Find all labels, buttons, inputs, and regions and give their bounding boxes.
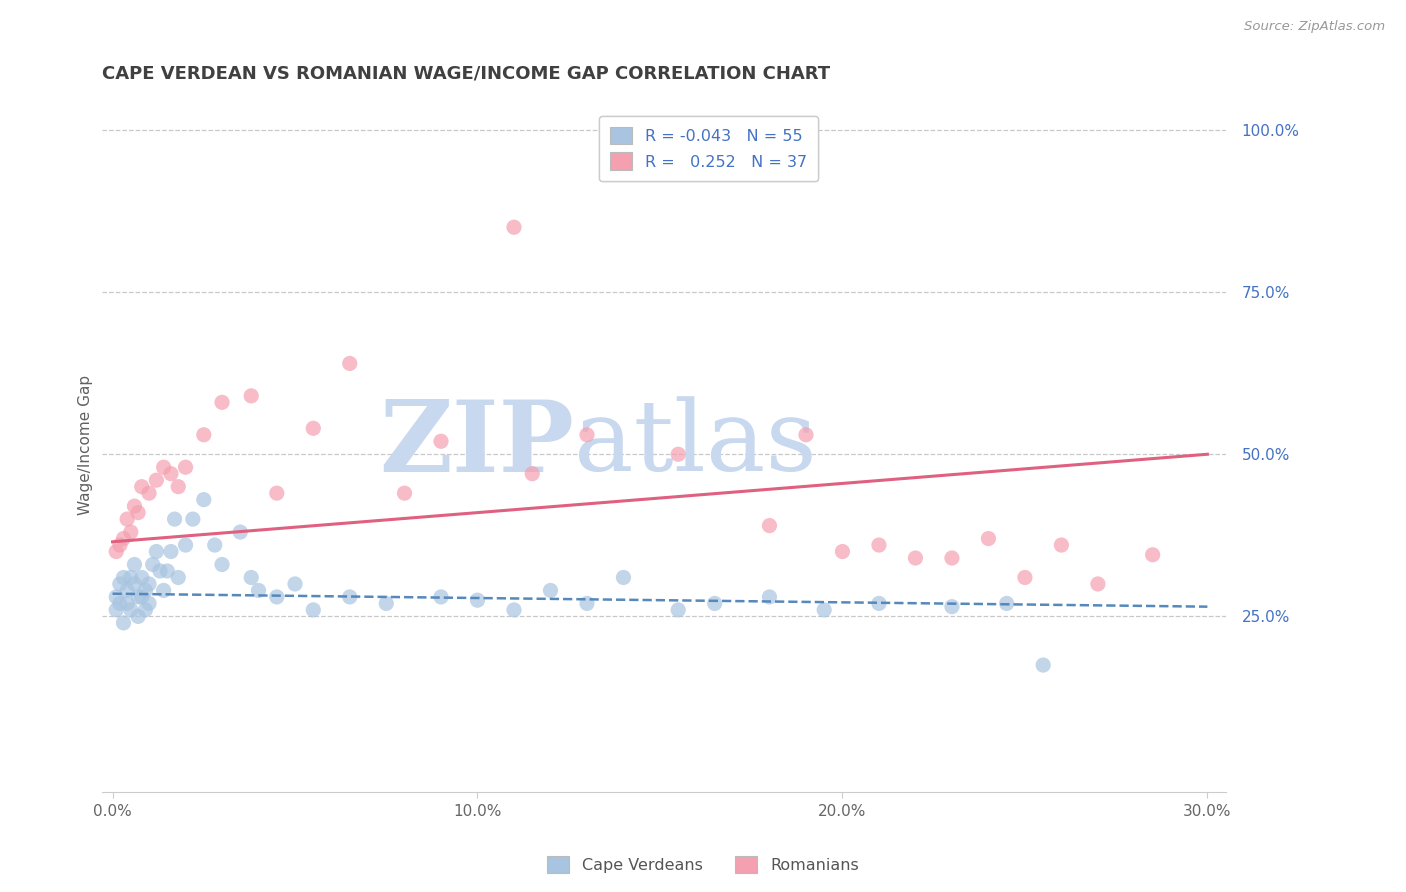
Point <box>339 590 361 604</box>
Point <box>339 356 361 370</box>
Point <box>131 590 153 604</box>
Legend: Cape Verdeans, Romanians: Cape Verdeans, Romanians <box>541 849 865 880</box>
Point <box>105 603 128 617</box>
Point <box>145 473 167 487</box>
Point <box>134 583 156 598</box>
Point <box>240 570 263 584</box>
Point <box>904 551 927 566</box>
Legend: R = -0.043   N = 55, R =   0.252   N = 37: R = -0.043 N = 55, R = 0.252 N = 37 <box>599 116 818 181</box>
Point <box>831 544 853 558</box>
Point <box>375 596 398 610</box>
Point <box>266 590 288 604</box>
Point <box>302 421 325 435</box>
Point <box>430 590 453 604</box>
Point <box>156 564 179 578</box>
Point <box>120 603 142 617</box>
Point <box>758 518 780 533</box>
Point <box>112 615 135 630</box>
Point <box>941 599 963 614</box>
Point <box>167 480 190 494</box>
Point <box>112 570 135 584</box>
Point <box>142 558 165 572</box>
Point <box>127 609 149 624</box>
Point <box>120 524 142 539</box>
Point <box>149 564 172 578</box>
Point <box>108 596 131 610</box>
Point <box>115 596 138 610</box>
Point <box>977 532 1000 546</box>
Point <box>240 389 263 403</box>
Point <box>124 499 146 513</box>
Point <box>115 583 138 598</box>
Point <box>540 583 562 598</box>
Point <box>229 524 252 539</box>
Point <box>1014 570 1036 584</box>
Point <box>266 486 288 500</box>
Point <box>868 538 890 552</box>
Point <box>112 532 135 546</box>
Point <box>138 596 160 610</box>
Point <box>193 427 215 442</box>
Text: atlas: atlas <box>574 397 817 492</box>
Point <box>108 577 131 591</box>
Text: Source: ZipAtlas.com: Source: ZipAtlas.com <box>1244 20 1385 33</box>
Point <box>174 460 197 475</box>
Point <box>193 492 215 507</box>
Point <box>138 577 160 591</box>
Point <box>302 603 325 617</box>
Point <box>127 506 149 520</box>
Point <box>115 512 138 526</box>
Point <box>467 593 489 607</box>
Point <box>703 596 725 610</box>
Point <box>174 538 197 552</box>
Point <box>152 583 174 598</box>
Point <box>247 583 270 598</box>
Point <box>503 603 526 617</box>
Point <box>134 603 156 617</box>
Point <box>127 590 149 604</box>
Point <box>995 596 1018 610</box>
Point <box>124 558 146 572</box>
Point <box>1142 548 1164 562</box>
Text: ZIP: ZIP <box>378 396 574 493</box>
Point <box>108 538 131 552</box>
Point <box>612 570 634 584</box>
Point <box>120 570 142 584</box>
Point <box>211 558 233 572</box>
Point <box>666 447 689 461</box>
Point <box>1032 658 1054 673</box>
Point <box>152 460 174 475</box>
Point <box>503 220 526 235</box>
Point <box>167 570 190 584</box>
Point <box>181 512 204 526</box>
Point <box>430 434 453 449</box>
Point <box>138 486 160 500</box>
Y-axis label: Wage/Income Gap: Wage/Income Gap <box>79 375 93 515</box>
Point <box>868 596 890 610</box>
Point <box>124 577 146 591</box>
Point <box>211 395 233 409</box>
Point <box>1087 577 1109 591</box>
Point <box>204 538 226 552</box>
Point <box>941 551 963 566</box>
Text: CAPE VERDEAN VS ROMANIAN WAGE/INCOME GAP CORRELATION CHART: CAPE VERDEAN VS ROMANIAN WAGE/INCOME GAP… <box>101 64 830 82</box>
Point <box>160 467 183 481</box>
Point <box>394 486 416 500</box>
Point <box>284 577 307 591</box>
Point <box>160 544 183 558</box>
Point <box>666 603 689 617</box>
Point <box>758 590 780 604</box>
Point <box>1050 538 1073 552</box>
Point <box>105 544 128 558</box>
Point <box>794 427 817 442</box>
Point <box>131 570 153 584</box>
Point <box>163 512 186 526</box>
Point <box>813 603 835 617</box>
Point <box>575 427 598 442</box>
Point <box>575 596 598 610</box>
Point <box>131 480 153 494</box>
Point <box>522 467 544 481</box>
Point <box>145 544 167 558</box>
Point <box>105 590 128 604</box>
